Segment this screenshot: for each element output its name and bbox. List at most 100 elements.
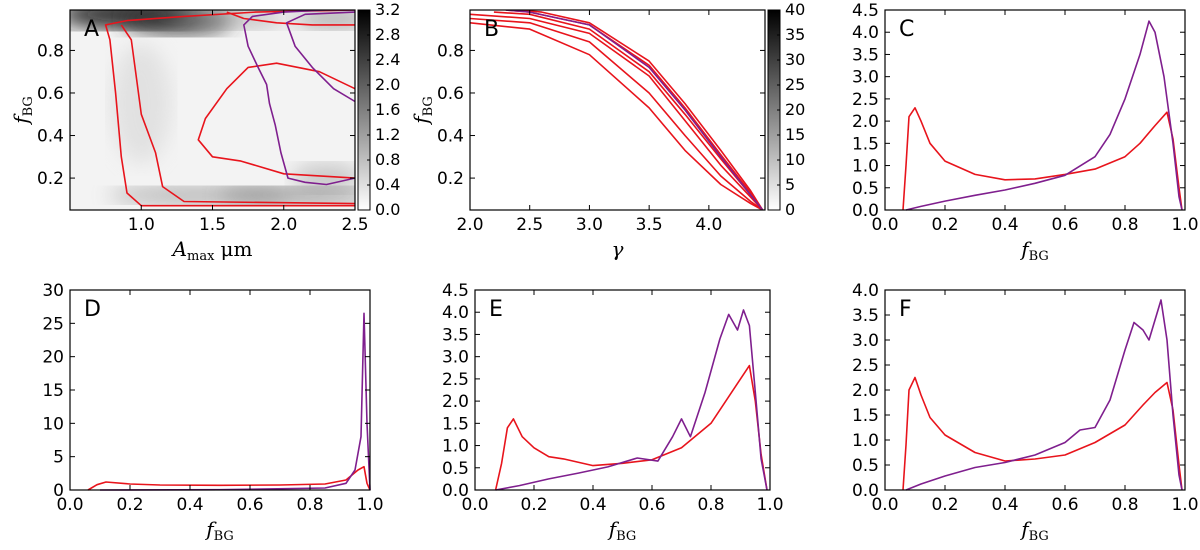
x-tick-label: 0.4: [579, 495, 606, 515]
y-axis-label: fBG: [9, 96, 36, 126]
heatmap-blob: [166, 10, 287, 29]
axes-frame: [474, 289, 771, 491]
x-tick-label: 2.5: [516, 215, 543, 235]
y-tick-label: 0.8: [37, 41, 64, 61]
series-line-red-6: [517, 10, 764, 210]
panel-letter: B: [484, 17, 499, 42]
x-tick-label: 1.0: [356, 495, 383, 515]
x-tick-label: 0.0: [871, 495, 898, 515]
panel-c: 0.0 0.2 0.4 0.6 0.8 1.00.00.51.01.52.02.53.03…: [852, 1, 1199, 264]
series-line-purple: [905, 20, 1183, 211]
series-group: [104, 10, 355, 207]
y-tick-label: 2.5: [852, 90, 879, 110]
x-tick-label: 0.0: [461, 495, 488, 515]
x-tick-label: 0.0: [56, 495, 83, 515]
panel-letter: D: [84, 297, 101, 322]
colorbar-tick-label: 30: [785, 50, 805, 69]
colorbar-tick-label: 15: [785, 125, 805, 144]
series-group: [494, 309, 768, 491]
panel-letter: A: [84, 17, 99, 42]
y-tick-label: 4.5: [442, 281, 469, 301]
x-axis-label-sub: BG: [616, 529, 636, 544]
x-tick-label: 0.8: [296, 495, 323, 515]
x-axis-label: fBG: [1019, 237, 1049, 264]
series-line-purple: [495, 309, 768, 491]
colorbar-tick-label: 1.2: [375, 125, 400, 144]
y-tick-label: 25: [42, 314, 64, 334]
y-tick-label: 0.6: [437, 84, 464, 104]
series-line-red-middle: [120, 24, 355, 205]
y-axis-label-sub: BG: [421, 96, 436, 116]
axes-frame: [884, 289, 1186, 491]
colorbar-tick-label: 20: [785, 100, 805, 119]
x-tick-label: 0.8: [1111, 215, 1138, 235]
series-line-red-top: [226, 11, 355, 26]
x-tick-label: 2.0: [270, 215, 297, 235]
y-tick-label: 1.5: [852, 406, 879, 426]
y-tick-label: 1.0: [852, 431, 879, 451]
series-group: [902, 20, 1183, 211]
x-tick-label: 0.4: [176, 495, 203, 515]
y-tick-label: 3.5: [442, 325, 469, 345]
x-axis-label-sub: BG: [214, 529, 234, 544]
y-tick-label: 3.5: [852, 45, 879, 65]
colorbar-tick-label: 0: [785, 200, 795, 219]
x-axis-label-sub: max: [187, 249, 215, 264]
series-line-red-5: [505, 10, 764, 210]
y-tick-label: 1.0: [442, 437, 469, 457]
series-line-purple-right: [285, 11, 355, 103]
colorbar-tick-label: 10: [785, 150, 805, 169]
y-tick-label: 3.5: [852, 306, 879, 326]
y-tick-label: 0.5: [852, 179, 879, 199]
x-axis-label: fBG: [607, 517, 637, 544]
colorbar-tick-label: 35: [785, 25, 805, 44]
series-line-red: [902, 376, 1183, 491]
x-tick-label: 0.6: [1051, 495, 1078, 515]
x-tick-label: 0.2: [931, 495, 958, 515]
y-tick-label: 0.6: [37, 84, 64, 104]
x-tick-label: 0.2: [520, 495, 547, 515]
y-tick-label: 30: [42, 281, 64, 301]
x-tick-label: 0.8: [1111, 495, 1138, 515]
x-axis-label-sub: BG: [1029, 249, 1049, 264]
heatmap-blob: [218, 187, 355, 204]
colorbar-tick-label: 3.2: [375, 0, 400, 19]
y-tick-label: 2.0: [442, 392, 469, 412]
x-axis-label-main: A: [171, 237, 187, 261]
y-tick-label: 0.8: [437, 41, 464, 61]
series-line-purple: [905, 299, 1183, 491]
y-tick-label: 4.0: [442, 303, 469, 323]
y-tick-label: 15: [42, 381, 64, 401]
axes-frame: [69, 289, 371, 491]
colorbar-tick-label: 40: [785, 0, 805, 19]
y-tick-label: 2.0: [852, 112, 879, 132]
series-line-red: [902, 107, 1183, 211]
y-tick-label: 0.0: [852, 481, 879, 501]
series-group: [902, 299, 1183, 491]
y-axis-label-sub: BG: [21, 96, 36, 116]
series-line-red-inner: [197, 62, 355, 179]
x-tick-label: 0.4: [991, 215, 1018, 235]
y-tick-label: 1.0: [852, 157, 879, 177]
y-tick-label: 10: [42, 414, 64, 434]
x-axis-label: γ: [612, 237, 624, 261]
colorbar-tick-label: 1.6: [375, 100, 400, 119]
series-group: [470, 10, 764, 210]
x-tick-label: 0.6: [236, 495, 263, 515]
x-axis-label: fBG: [1019, 517, 1049, 544]
x-tick-label: 1.0: [756, 495, 783, 515]
heatmap-density: [70, 10, 355, 210]
x-axis-label: fBG: [204, 517, 234, 544]
series-group: [87, 312, 371, 491]
y-tick-label: 4.0: [852, 23, 879, 43]
y-tick-label: 0.0: [442, 481, 469, 501]
colorbar-tick-label: 0.0: [375, 200, 400, 219]
x-tick-label: 2.5: [341, 215, 368, 235]
series-line-purple: [99, 312, 371, 491]
y-tick-label: 0.2: [37, 169, 64, 189]
x-axis-label-sub: BG: [1029, 529, 1049, 544]
colorbar-tick-label: 2.4: [375, 50, 400, 69]
y-tick-label: 5: [53, 448, 64, 468]
